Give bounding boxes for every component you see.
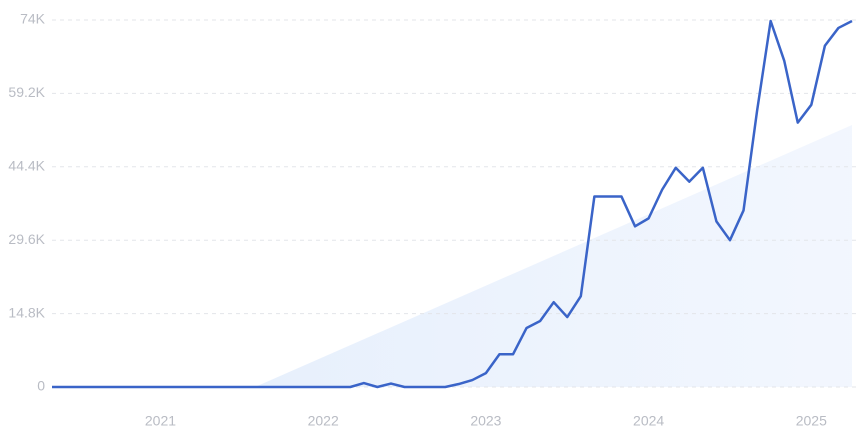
- y-tick-label: 59.2K: [8, 84, 45, 100]
- x-tick-label: 2025: [796, 413, 827, 429]
- trend-area: [255, 125, 852, 387]
- y-tick-label: 29.6K: [8, 231, 45, 247]
- x-tick-label: 2022: [308, 413, 339, 429]
- x-tick-label: 2023: [470, 413, 501, 429]
- x-tick-label: 2021: [145, 413, 176, 429]
- y-tick-label: 44.4K: [8, 158, 45, 174]
- x-tick-label: 2024: [633, 413, 664, 429]
- y-tick-label: 14.8K: [8, 304, 45, 320]
- y-tick-label: 0: [37, 378, 45, 394]
- data-line: [52, 19, 853, 389]
- y-tick-label: 74K: [20, 11, 46, 27]
